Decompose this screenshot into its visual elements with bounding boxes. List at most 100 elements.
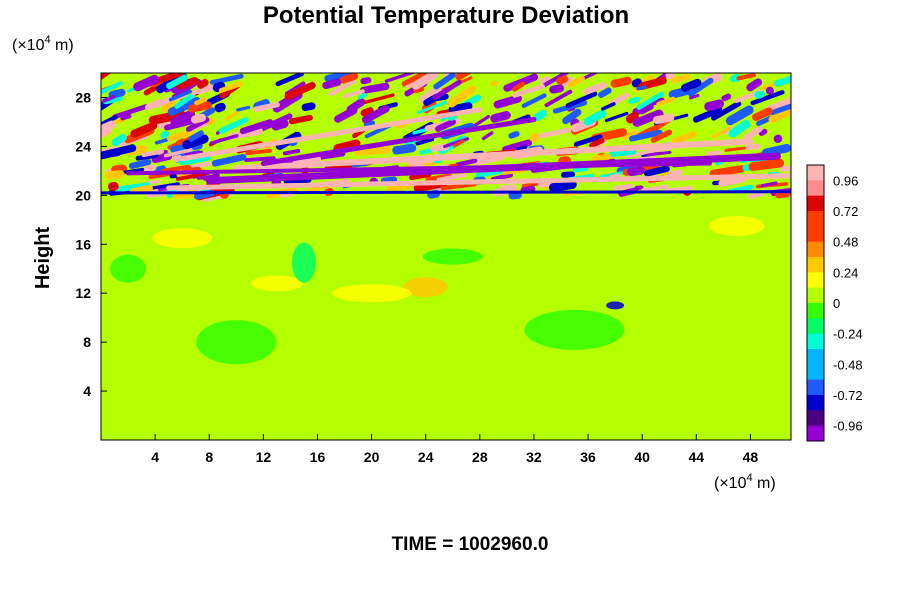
x-tick-label: 44 <box>689 449 705 465</box>
upper-band <box>490 110 511 123</box>
upper-band <box>111 133 127 147</box>
upper-band <box>357 92 368 100</box>
upper-band <box>188 130 204 142</box>
upper-band <box>769 102 791 116</box>
upper-band <box>163 148 193 158</box>
colorbar-level <box>807 318 824 335</box>
upper-wave-band <box>166 173 791 191</box>
upper-band <box>209 134 239 145</box>
upper-band <box>725 105 754 126</box>
upper-band <box>549 84 565 94</box>
colorbar-level <box>807 410 824 427</box>
upper-band <box>656 96 676 107</box>
upper-band <box>625 148 662 158</box>
upper-band <box>361 105 390 124</box>
upper-band <box>101 120 116 134</box>
upper-band <box>453 139 465 148</box>
upper-band <box>573 134 603 147</box>
upper-band <box>600 102 616 111</box>
colorbar-tick-label: -0.48 <box>833 357 863 372</box>
upper-band <box>184 150 204 157</box>
upper-band <box>435 118 456 132</box>
lower-anomaly <box>708 215 765 236</box>
upper-band <box>101 144 137 159</box>
upper-band <box>360 77 372 85</box>
upper-band <box>145 98 163 111</box>
upper-band <box>447 85 477 108</box>
colorbar-ticks: 0.96 0.72 0.48 0.24 0 -0.24 -0.48 -0.72 -0.96 <box>833 173 863 433</box>
upper-band <box>746 78 763 92</box>
colorbar-level <box>807 364 824 381</box>
upper-band <box>346 98 366 114</box>
upper-band <box>512 81 526 92</box>
upper-band <box>728 120 751 138</box>
upper-band <box>481 131 494 141</box>
upper-wave-band <box>233 138 754 172</box>
upper-band <box>556 75 569 85</box>
upper-band <box>392 143 417 155</box>
upper-band <box>196 174 217 180</box>
x-tick-label: 4 <box>151 449 159 465</box>
colorbar-level <box>807 379 824 396</box>
upper-band <box>711 126 731 139</box>
upper-band <box>324 73 357 82</box>
upper-band <box>627 166 645 177</box>
upper-band <box>779 165 791 172</box>
upper-band <box>750 90 785 106</box>
upper-band <box>567 75 585 88</box>
upper-band <box>582 82 607 95</box>
upper-layer-field <box>101 73 791 202</box>
upper-band <box>101 115 118 130</box>
upper-band <box>182 134 209 150</box>
upper-band <box>288 114 313 125</box>
lower-anomaly <box>422 248 483 265</box>
colorbar-level <box>807 165 824 181</box>
upper-band <box>745 143 761 151</box>
colorbar-level <box>807 180 824 197</box>
upper-band <box>197 78 209 89</box>
upper-band <box>565 91 598 108</box>
upper-band <box>613 183 634 191</box>
upper-band <box>160 131 170 139</box>
upper-band <box>604 111 629 123</box>
colorbar-tick-label: 0.48 <box>833 235 858 250</box>
upper-band <box>628 129 663 142</box>
y-tick-label: 28 <box>75 89 91 105</box>
upper-band <box>583 109 607 126</box>
chart-title: Potential Temperature Deviation <box>263 2 629 29</box>
upper-band <box>102 95 116 103</box>
upper-band <box>748 158 785 172</box>
colorbar-level <box>807 333 824 350</box>
upper-band <box>537 127 571 139</box>
upper-band <box>363 93 395 104</box>
upper-band <box>709 165 746 178</box>
y-axis-ticks: 4 8 12 16 20 24 28 <box>75 89 107 399</box>
upper-band <box>622 130 638 140</box>
upper-band <box>146 179 161 185</box>
colorbar-tick-label: -0.96 <box>833 419 863 434</box>
y-tick-label: 8 <box>83 334 91 350</box>
colorbar-level <box>807 425 824 442</box>
x-tick-label: 20 <box>364 449 380 465</box>
upper-band <box>490 80 499 87</box>
upper-band <box>339 73 359 84</box>
upper-band <box>239 119 274 135</box>
upper-band <box>665 73 675 80</box>
colorbar-level <box>807 395 824 411</box>
upper-wave-band <box>260 116 537 167</box>
upper-band <box>636 91 664 110</box>
upper-band <box>754 90 765 99</box>
upper-band <box>328 79 357 97</box>
x-tick-label: 12 <box>256 449 272 465</box>
upper-band <box>112 104 149 120</box>
upper-band <box>150 73 184 86</box>
upper-band <box>133 74 159 92</box>
upper-wave-band <box>101 190 791 195</box>
upper-band <box>609 149 637 158</box>
upper-band <box>253 101 280 112</box>
y-axis-unit: (×104 m) <box>12 34 74 54</box>
upper-band <box>101 128 113 139</box>
x-tick-label: 24 <box>418 449 434 465</box>
lower-layer-features <box>110 215 765 365</box>
upper-band <box>114 182 151 193</box>
